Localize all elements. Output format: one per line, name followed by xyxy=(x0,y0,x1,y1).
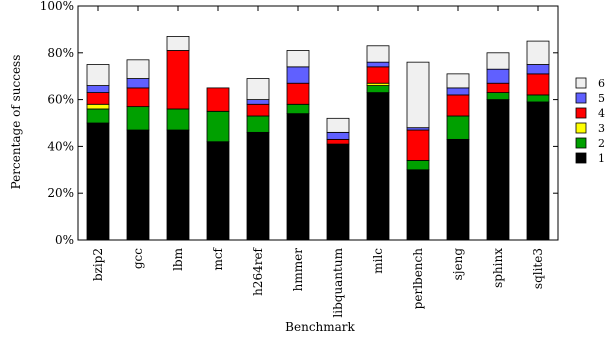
bar-segment-sqlite3-series-5 xyxy=(526,64,550,75)
y-tick-label: 60% xyxy=(47,93,74,107)
bar-segment-gcc-series-6 xyxy=(126,59,150,79)
bar-segment-perlbench-series-2 xyxy=(406,160,430,171)
bar-segment-hmmer-series-6 xyxy=(286,50,310,68)
x-tick-label-bzip2: bzip2 xyxy=(91,248,105,281)
bar-segment-sphinx-series-2 xyxy=(486,92,510,101)
bar-segment-mcf-series-4 xyxy=(206,87,230,112)
bar-segment-gcc-series-5 xyxy=(126,78,150,89)
bar-segment-sjeng-series-1 xyxy=(446,138,470,241)
legend-label-1: 1 xyxy=(598,152,605,165)
bar-segment-sjeng-series-2 xyxy=(446,115,470,140)
bar-segment-libquantum-series-1 xyxy=(326,143,350,241)
bar-segment-sqlite3-series-2 xyxy=(526,94,550,103)
x-tick-label-h264ref: h264ref xyxy=(251,246,265,295)
bar-segment-lbm-series-1 xyxy=(166,129,190,241)
bar-segment-h264ref-series-6 xyxy=(246,78,270,101)
x-tick-label-perlbench: perlbench xyxy=(411,248,425,310)
bar-segment-sphinx-series-6 xyxy=(486,52,510,70)
bar-segment-sphinx-series-4 xyxy=(486,82,510,93)
bar-segment-sjeng-series-5 xyxy=(446,87,470,96)
bar-segment-milc-series-6 xyxy=(366,45,390,63)
plot-frame xyxy=(77,5,559,241)
y-tick-labels: 0% 20% 40% 60% 80% 100% xyxy=(40,0,74,247)
y-tick-label: 0% xyxy=(55,233,74,247)
bar-segment-h264ref-series-5 xyxy=(246,99,270,105)
y-tick-label: 40% xyxy=(47,139,74,153)
legend-swatch-2 xyxy=(575,137,587,149)
bar-segment-milc-series-2 xyxy=(366,85,390,93)
bar-segment-hmmer-series-2 xyxy=(286,103,310,115)
bar-segment-libquantum-series-5 xyxy=(326,131,350,140)
bar-segment-hmmer-series-1 xyxy=(286,113,310,241)
bar-segment-lbm-series-6 xyxy=(166,36,190,51)
bar-segment-hmmer-series-5 xyxy=(286,66,310,84)
bar-segment-lbm-series-4 xyxy=(166,50,190,110)
bar-segment-milc-series-1 xyxy=(366,92,390,241)
bar-segment-perlbench-series-4 xyxy=(406,129,430,161)
x-tick-label-sqlite3: sqlite3 xyxy=(531,248,545,289)
legend-swatch-4 xyxy=(575,107,587,119)
bar-segment-hmmer-series-4 xyxy=(286,82,310,105)
bar-segment-milc-series-4 xyxy=(366,66,390,84)
bar-segment-milc-series-5 xyxy=(366,61,390,68)
bar-segment-gcc-series-1 xyxy=(126,129,150,241)
bar-segment-bzip2-series-6 xyxy=(86,64,110,86)
bar-segment-gcc-series-4 xyxy=(126,87,150,108)
bar-segment-libquantum-series-6 xyxy=(326,117,350,133)
legend-swatch-5 xyxy=(575,92,587,104)
bar-segment-h264ref-series-2 xyxy=(246,115,270,133)
bar-segment-gcc-series-2 xyxy=(126,106,150,131)
bar-segment-bzip2-series-2 xyxy=(86,108,110,124)
x-tick-label-mcf: mcf xyxy=(211,246,225,270)
legend-swatch-1 xyxy=(575,152,587,164)
y-tick-label: 100% xyxy=(40,0,74,13)
legend-label-3: 3 xyxy=(598,122,605,135)
bar-segment-sqlite3-series-4 xyxy=(526,73,550,96)
x-tick-label-hmmer: hmmer xyxy=(291,248,305,292)
bar-segment-bzip2-series-3 xyxy=(86,103,110,110)
legend-label-6: 6 xyxy=(598,77,605,90)
bars xyxy=(86,36,550,241)
bar-segment-sqlite3-series-6 xyxy=(526,40,550,65)
y-tick-label: 20% xyxy=(47,186,74,200)
bar-segment-sqlite3-series-1 xyxy=(526,101,550,241)
x-tick-label-lbm: lbm xyxy=(171,247,185,271)
legend-swatch-3 xyxy=(575,122,587,134)
y-tick-label: 80% xyxy=(47,46,74,60)
bar-segment-h264ref-series-4 xyxy=(246,103,270,117)
bar-segment-bzip2-series-1 xyxy=(86,122,110,241)
x-tick-label-libquantum: libquantum xyxy=(331,247,345,317)
x-tick-label-sphinx: sphinx xyxy=(491,248,505,288)
legend-label-4: 4 xyxy=(598,107,605,120)
bar-segment-lbm-series-2 xyxy=(166,108,190,131)
bar-segment-mcf-series-2 xyxy=(206,110,230,143)
bar-segment-perlbench-series-6 xyxy=(406,61,430,129)
x-tick-labels: bzip2 gcc lbm mcf h264ref hmmer libquantum milc… xyxy=(91,246,545,317)
legend: 6 5 4 3 2 1 xyxy=(575,77,605,165)
axes xyxy=(77,5,559,241)
bar-segment-h264ref-series-1 xyxy=(246,131,270,241)
bar-segment-bzip2-series-5 xyxy=(86,85,110,93)
legend-swatch-6 xyxy=(575,77,587,89)
bar-segment-bzip2-series-4 xyxy=(86,92,110,105)
bar-segment-sphinx-series-1 xyxy=(486,99,510,241)
x-tick-label-milc: milc xyxy=(371,248,385,274)
y-axis-label: Percentage of success xyxy=(9,55,23,190)
bar-segment-mcf-series-1 xyxy=(206,141,230,241)
bar-segment-perlbench-series-1 xyxy=(406,169,430,241)
x-tick-label-sjeng: sjeng xyxy=(451,248,465,281)
bar-segment-sjeng-series-6 xyxy=(446,73,470,89)
legend-label-5: 5 xyxy=(598,92,605,105)
bar-segment-sjeng-series-4 xyxy=(446,94,470,117)
x-axis-label: Benchmark xyxy=(285,320,355,334)
bar-segment-sphinx-series-5 xyxy=(486,68,510,84)
bar-segment-libquantum-series-4 xyxy=(326,138,350,145)
x-tick-label-gcc: gcc xyxy=(131,248,145,269)
legend-label-2: 2 xyxy=(598,137,605,150)
